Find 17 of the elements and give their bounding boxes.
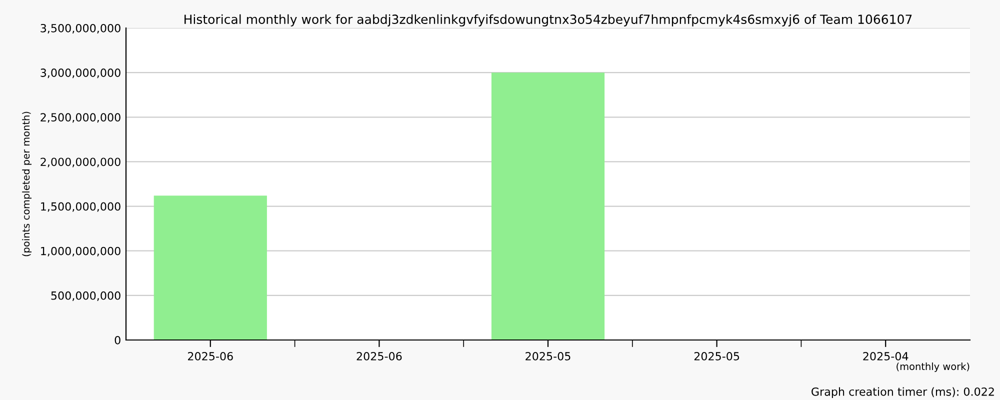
y-tick-label: 3,500,000,000 [40,24,120,34]
y-tick-label: 2,000,000,000 [40,158,120,168]
y-tick-label: 3,000,000,000 [40,68,120,78]
y-tick-label: 0 [114,336,120,344]
x-tick-label: 2025-06 [188,352,233,360]
x-axis-title: (monthly work) [896,362,970,372]
x-tick-label: 2025-04 [863,352,908,360]
x-tick-label: 2025-05 [694,352,740,360]
y-tick-label: 2,500,000,000 [40,113,120,123]
text: Graph creation timer (ms): 0.022 [812,387,994,398]
y-tick-label: 1,500,000,000 [41,202,120,212]
y-axis-title: (points completed per month) [22,112,32,256]
x-tick-label: 2025-06 [356,352,402,360]
chart-title: Historical monthly work for aabdj3zdkenlinkgvfyifsdowungtnx3o54zbeyuf7hmpnfpcmyk4s6smxyj6 of Team 1066107 [184,14,912,26]
x-tick-label: 2025-05 [526,352,570,360]
y-tick-label: 500,000,000 [51,291,120,301]
y-tick-label: 1,000,000,000 [41,246,120,256]
